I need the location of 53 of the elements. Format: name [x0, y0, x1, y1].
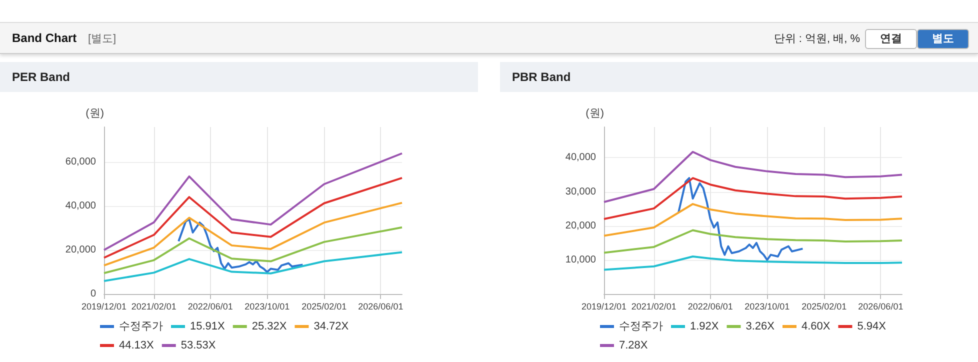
legend-label: 25.32X — [252, 320, 288, 332]
line-series — [103, 176, 403, 259]
y-tick-label: 40,000 — [65, 200, 96, 212]
x-tick-label: 2021/02/01 — [131, 302, 176, 312]
chart-title: PBR Band — [500, 62, 978, 92]
legend-label: 3.26X — [746, 320, 776, 332]
chart-title: PER Band — [0, 62, 478, 92]
text: 연결 — [865, 29, 917, 49]
x-tick-label: 2025/02/01 — [302, 302, 347, 312]
legend-label: 5.94X — [857, 320, 887, 332]
x-tick-label: 2019/12/01 — [581, 302, 627, 312]
line-series — [603, 150, 903, 203]
text: 별도 — [917, 29, 969, 49]
y-tick-label: 20,000 — [565, 220, 596, 232]
line-series — [603, 229, 903, 254]
line-series — [678, 177, 804, 261]
legend-label: 1.92X — [690, 320, 720, 332]
legend-label: 4.60X — [801, 320, 831, 332]
y-tick-label: 0 — [90, 288, 96, 300]
line-series — [103, 251, 403, 282]
line-series — [603, 203, 903, 237]
legend-label: 수정주가 — [119, 320, 163, 332]
y-tick-label: 60,000 — [65, 156, 96, 168]
y-axis-title: (원) — [586, 108, 604, 120]
x-tick-label: 2022/06/01 — [688, 302, 733, 312]
text: 단위 : 억원, 배, % — [774, 32, 860, 46]
legend-label: 15.91X — [190, 320, 226, 332]
legend-label: 44.13X — [119, 340, 155, 352]
line-series — [103, 202, 403, 266]
x-tick-label: 2023/10/01 — [744, 302, 790, 312]
y-tick-label: 30,000 — [565, 186, 596, 198]
legend-label: 34.72X — [314, 320, 350, 332]
y-axis-title: (원) — [86, 108, 104, 120]
legend-label: 53.53X — [180, 340, 216, 352]
x-tick-label: 2026/06/01 — [358, 302, 404, 312]
text: [별도] — [88, 32, 116, 46]
y-tick-label: 20,000 — [65, 244, 96, 256]
line-series — [103, 226, 403, 274]
line-series — [603, 256, 903, 271]
x-tick-label: 2026/06/01 — [858, 302, 904, 312]
legend-label: 수정주가 — [619, 320, 663, 332]
legend-label: 7.28X — [619, 340, 648, 352]
y-tick-label: 40,000 — [565, 152, 596, 164]
y-tick-label: 10,000 — [565, 254, 596, 266]
line-series — [178, 218, 304, 274]
x-tick-label: 2021/02/01 — [631, 302, 676, 312]
text: Band Chart — [12, 31, 77, 45]
x-tick-label: 2025/02/01 — [802, 302, 847, 312]
line-series — [603, 177, 903, 220]
x-tick-label: 2023/10/01 — [244, 302, 290, 312]
line-series — [103, 152, 403, 252]
x-tick-label: 2022/06/01 — [188, 302, 233, 312]
x-tick-label: 2019/12/01 — [81, 302, 127, 312]
